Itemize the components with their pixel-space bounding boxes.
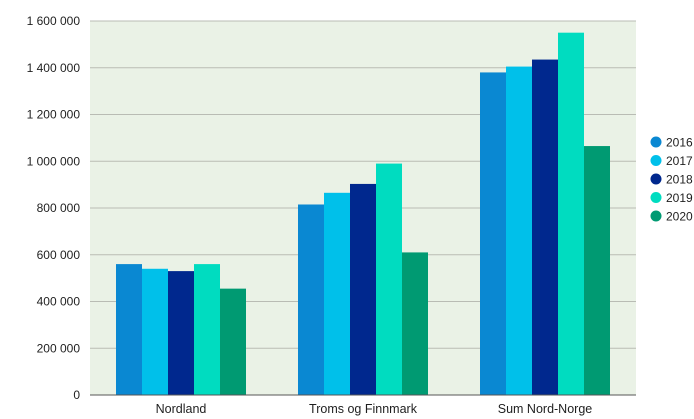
x-axis-category-labels: Nordland Troms og Finnmark Sum Nord-Norge xyxy=(156,402,593,416)
legend: 2016 2017 2018 2019 2020 xyxy=(650,136,693,224)
bar-2020 xyxy=(584,146,610,395)
y-axis-tick-labels: 0 200 000 400 000 600 000 800 000 1 000 000 1 … xyxy=(27,14,81,402)
y-tick-label: 1 200 000 xyxy=(27,108,81,122)
y-tick-label: 0 xyxy=(73,388,80,402)
legend-label: 2019 xyxy=(666,191,693,205)
bars xyxy=(116,32,610,396)
bar-2016 xyxy=(298,204,324,395)
bar-2019 xyxy=(194,264,220,395)
bar-2017 xyxy=(324,192,350,395)
legend-swatch xyxy=(650,136,662,148)
x-tick-label: Troms og Finnmark xyxy=(309,402,418,416)
legend-label: 2016 xyxy=(666,136,693,150)
legend-swatch xyxy=(650,210,662,222)
legend-label: 2017 xyxy=(666,154,693,168)
legend-swatch xyxy=(650,173,662,185)
y-tick-label: 200 000 xyxy=(37,341,81,355)
legend-label: 2020 xyxy=(666,210,693,224)
x-tick-label: Sum Nord-Norge xyxy=(498,402,593,416)
bar-2020 xyxy=(220,288,246,395)
y-tick-label: 600 000 xyxy=(37,248,81,262)
y-tick-label: 800 000 xyxy=(37,201,81,215)
y-tick-label: 1 600 000 xyxy=(27,14,81,28)
bar-2016 xyxy=(480,72,506,396)
bar-2018 xyxy=(532,59,558,395)
legend-swatch xyxy=(650,155,662,166)
y-tick-label: 1 400 000 xyxy=(27,61,81,75)
bar-2020 xyxy=(402,252,428,395)
bar-2019 xyxy=(558,32,584,395)
bar-2019 xyxy=(376,163,402,395)
x-tick-label: Nordland xyxy=(156,402,207,416)
y-tick-label: 400 000 xyxy=(37,295,81,309)
bar-2018 xyxy=(350,183,376,395)
bar-2016 xyxy=(116,264,142,395)
y-tick-label: 1 000 000 xyxy=(27,154,81,168)
bar-2017 xyxy=(506,66,532,396)
bar-2017 xyxy=(142,268,168,395)
legend-swatch xyxy=(650,192,662,203)
legend-label: 2018 xyxy=(666,173,693,187)
bar-2018 xyxy=(168,271,194,395)
